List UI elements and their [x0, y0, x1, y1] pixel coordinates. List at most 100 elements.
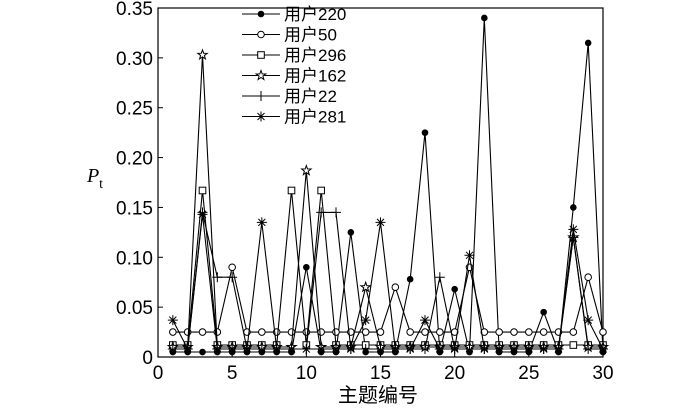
marker [199, 348, 206, 356]
marker-shape [570, 204, 577, 211]
marker [303, 263, 310, 271]
y-axis-label: Pt [86, 165, 103, 192]
legend-marker [257, 51, 265, 59]
marker-shape [464, 344, 475, 355]
marker [599, 328, 607, 336]
y-axis-label-subscript: t [99, 177, 103, 192]
x-axis-label: 主题编号 [338, 384, 418, 407]
marker-shape [287, 186, 296, 195]
marker-shape [553, 344, 564, 355]
marker-shape [375, 344, 386, 355]
marker [360, 344, 371, 355]
marker-shape [316, 344, 327, 355]
marker [347, 229, 355, 236]
marker-shape [583, 315, 594, 326]
legend-marker [257, 10, 265, 18]
marker [449, 344, 460, 355]
marker-shape [360, 344, 371, 355]
marker-shape [227, 344, 238, 355]
marker [481, 14, 488, 22]
y-tick-label: 0.15 [116, 198, 153, 219]
marker-shape [495, 328, 503, 336]
marker [584, 273, 592, 282]
marker-shape [242, 344, 252, 355]
marker [598, 344, 608, 355]
y-tick-label: 0.05 [116, 298, 153, 319]
marker-shape [406, 275, 414, 283]
marker-shape [598, 344, 608, 355]
plot-frame [157, 7, 604, 358]
marker [331, 344, 341, 355]
marker-shape [345, 344, 356, 355]
y-tick-label: 0.10 [116, 248, 153, 269]
marker [169, 328, 177, 336]
marker-shape [256, 91, 266, 101]
marker-shape [391, 283, 400, 292]
marker [540, 308, 547, 316]
marker-shape [199, 348, 206, 356]
marker [569, 341, 578, 349]
marker [391, 283, 400, 292]
x-tick-label: 0 [153, 363, 164, 384]
marker-shape [509, 344, 519, 355]
marker-shape [197, 209, 208, 220]
marker [227, 344, 238, 355]
marker-shape [331, 344, 341, 355]
marker-shape [331, 207, 341, 218]
marker-shape [480, 328, 489, 336]
marker [406, 275, 414, 283]
marker-shape [301, 344, 312, 355]
marker [359, 280, 372, 293]
marker [406, 328, 414, 336]
marker-shape [539, 328, 548, 336]
marker [316, 344, 327, 355]
marker-shape [317, 186, 325, 195]
marker-shape [569, 341, 578, 349]
marker-shape [451, 285, 458, 293]
marker-shape [258, 328, 266, 336]
marker-shape [375, 217, 386, 228]
marker-shape [212, 344, 223, 355]
marker [198, 328, 207, 336]
marker [509, 344, 519, 355]
marker [510, 328, 518, 336]
marker-shape [434, 272, 445, 283]
marker [286, 344, 297, 355]
x-tick-label: 20 [444, 363, 465, 384]
marker [287, 186, 296, 195]
marker-shape [599, 328, 607, 336]
marker-shape [256, 344, 267, 355]
marker-shape [464, 250, 475, 261]
series-line [172, 214, 604, 351]
x-tick-label: 15 [370, 363, 391, 384]
marker [317, 328, 325, 336]
marker [375, 217, 386, 228]
marker [317, 186, 325, 195]
marker-shape [198, 186, 207, 195]
marker [345, 344, 356, 355]
legend-label: 用户22 [284, 87, 337, 106]
marker-shape [228, 263, 236, 272]
marker-shape [317, 328, 325, 336]
marker-shape [405, 344, 416, 355]
marker [258, 328, 266, 336]
marker [568, 224, 579, 235]
legend-label: 用户220 [284, 5, 346, 24]
marker-shape [332, 328, 340, 336]
legend-label: 用户281 [284, 108, 346, 127]
marker-shape [406, 328, 414, 336]
marker-shape [421, 129, 429, 136]
marker-shape [169, 328, 177, 336]
marker [420, 315, 430, 326]
marker [539, 328, 548, 336]
marker [198, 186, 207, 195]
y-tick-label: 0.25 [116, 99, 153, 120]
legend-marker [256, 111, 266, 122]
y-tick-label: 0 [142, 348, 153, 369]
marker [197, 209, 208, 220]
marker [420, 344, 430, 355]
y-axis-label-main: P [86, 165, 99, 187]
marker-shape [421, 328, 429, 336]
series-line [172, 211, 603, 350]
marker-shape [347, 229, 355, 236]
